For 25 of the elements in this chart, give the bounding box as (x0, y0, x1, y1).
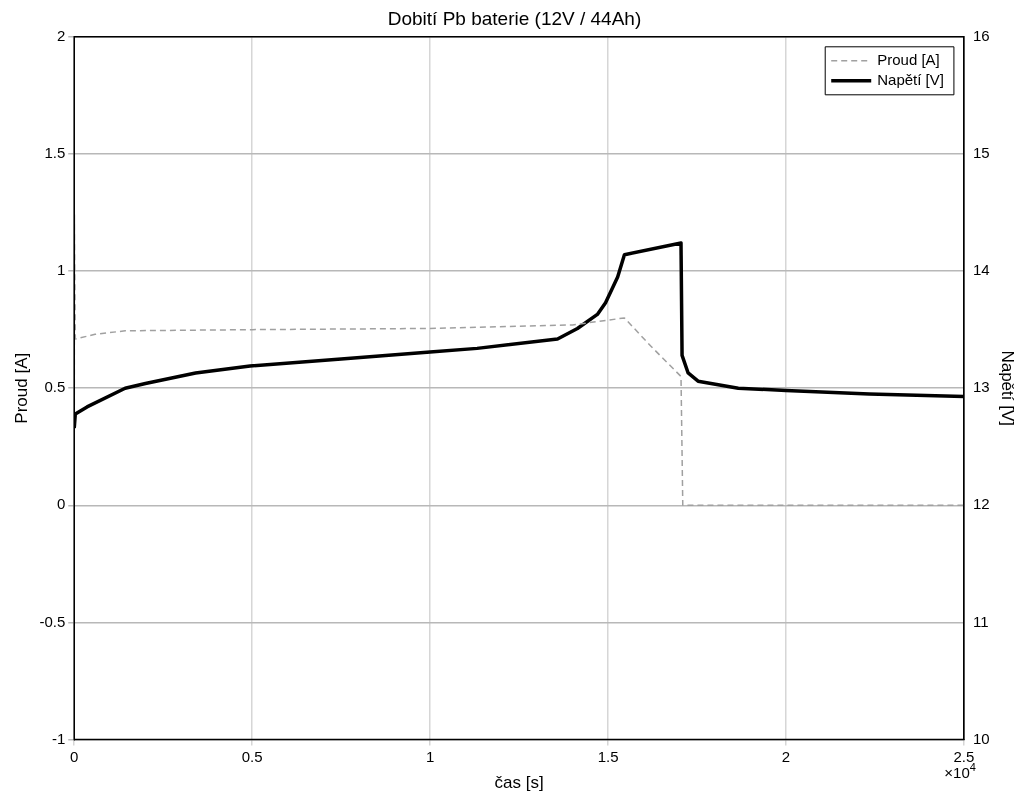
legend-label: Napětí [V] (877, 70, 944, 88)
legend-label: Proud [A] (877, 50, 940, 68)
x-tick-label: 1 (425, 747, 435, 765)
y-tick-label: 1.5 (44, 144, 66, 162)
x-tick-label: 0 (70, 747, 79, 765)
y-tick-label: 0 (56, 495, 66, 513)
y2-axis-title: Napětí [V] (998, 350, 1018, 426)
y2-tick-label: 14 (972, 261, 990, 279)
y-tick-label: -1 (51, 729, 66, 747)
y2-tick-label: 12 (972, 495, 990, 513)
y-tick-label: 1 (56, 261, 66, 279)
x-tick-label: 2 (781, 747, 791, 765)
y-tick-label: 0.5 (44, 378, 66, 396)
y-tick-label: 2 (56, 26, 66, 44)
y2-tick-label: 10 (972, 729, 990, 747)
x-tick-label: 1.5 (597, 747, 619, 765)
y2-tick-label: 13 (972, 378, 990, 396)
y2-tick-label: 15 (972, 144, 990, 162)
chart-title: Dobití Pb baterie (12V / 44Ah) (387, 7, 642, 29)
y-axis-title: Proud [A] (11, 352, 31, 424)
y2-tick-label: 11 (972, 612, 989, 630)
y-tick-label: -0.5 (39, 612, 66, 630)
x-axis-title: čas [s] (494, 773, 544, 793)
x-tick-label: 0.5 (241, 747, 263, 765)
y2-tick-label: 16 (972, 26, 990, 44)
